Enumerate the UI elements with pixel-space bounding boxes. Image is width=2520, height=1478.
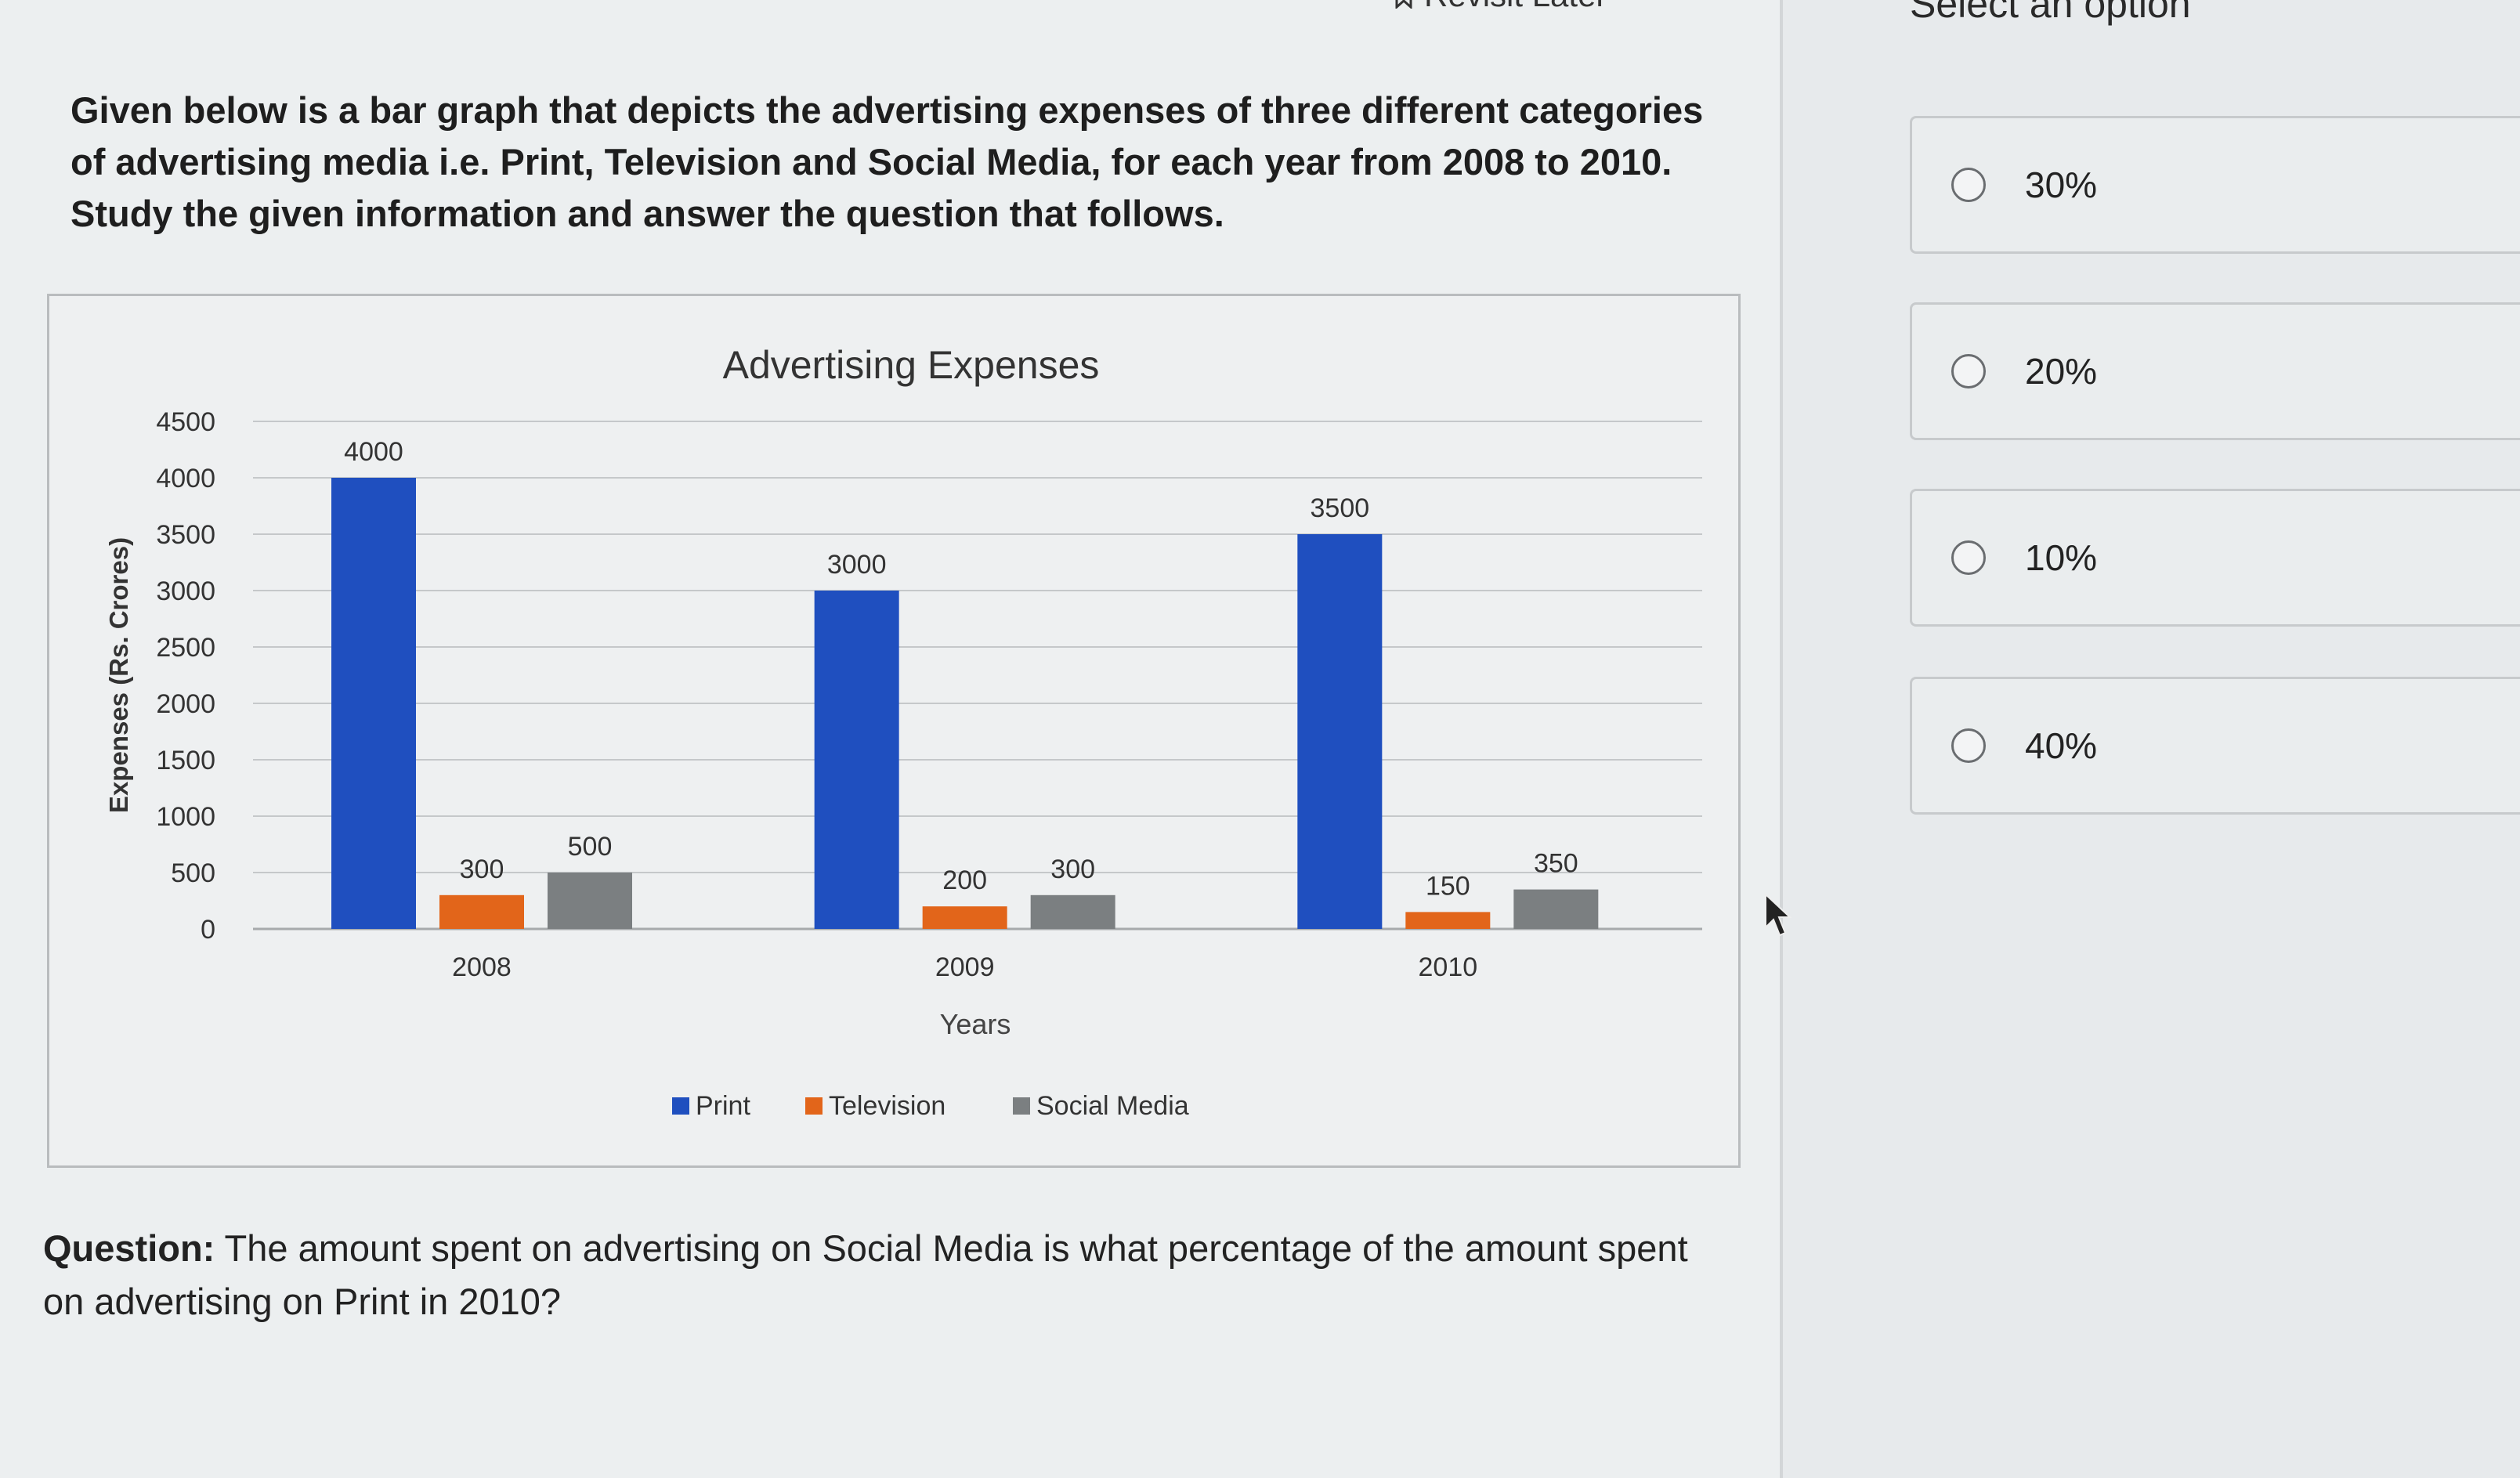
legend-swatch	[672, 1097, 689, 1115]
question-prefix: Question:	[43, 1227, 215, 1269]
y-tick-label: 3000	[156, 576, 215, 606]
x-tick-label: 2010	[1419, 952, 1478, 982]
x-tick-label: 2008	[452, 952, 512, 982]
legend-swatch	[805, 1097, 823, 1115]
bar-print-2008	[331, 478, 416, 929]
y-tick-label: 0	[201, 915, 215, 945]
bar-social-media-2009	[1030, 894, 1115, 929]
bookmark-icon	[1395, 0, 1412, 9]
legend-label: Print	[696, 1091, 750, 1121]
y-tick-label: 4000	[156, 464, 215, 493]
option-40-percent[interactable]: 40%	[1910, 677, 2520, 815]
bar-chart: Advertising Expenses 0 500 1000 1500 2000 2500…	[47, 294, 1741, 1168]
option-20-percent[interactable]: 20%	[1910, 302, 2520, 440]
option-label: 30%	[2025, 164, 2098, 205]
radio-button[interactable]	[1951, 354, 1986, 388]
data-label: 150	[1426, 871, 1470, 901]
data-label: 500	[568, 832, 613, 862]
y-axis-label: Expenses (Rs. Crores)	[104, 537, 133, 813]
data-label: 300	[460, 855, 504, 884]
question-intro: Given below is a bar graph that depicts …	[71, 89, 1704, 234]
y-tick-label: 1500	[156, 746, 215, 775]
radio-button[interactable]	[1951, 168, 1986, 202]
bar-social-media-2008	[548, 873, 632, 929]
bar-print-2010	[1297, 534, 1383, 929]
option-label: 40%	[2025, 725, 2098, 766]
option-label: 20%	[2025, 351, 2098, 392]
y-tick-label: 2000	[156, 689, 215, 719]
x-axis-label: Years	[940, 1008, 1011, 1040]
legend-label: Social Media	[1036, 1091, 1189, 1121]
legend-label: Television	[829, 1091, 945, 1121]
option-30-percent[interactable]: 30%	[1910, 116, 2520, 254]
data-label: 300	[1050, 855, 1095, 884]
data-label: 3000	[827, 550, 887, 580]
radio-button[interactable]	[1951, 540, 1986, 575]
bar-television-2008	[439, 894, 524, 929]
bar-print-2009	[814, 591, 899, 929]
radio-button[interactable]	[1951, 728, 1986, 763]
chart-title: Advertising Expenses	[723, 343, 1100, 387]
select-option-title: Select an option	[1910, 0, 2191, 26]
legend-swatch	[1013, 1097, 1030, 1115]
y-tick-label: 500	[171, 858, 215, 888]
option-10-percent[interactable]: 10%	[1910, 489, 2520, 627]
question-body: The amount spent on advertising on Socia…	[43, 1227, 1688, 1322]
x-tick-label: 2009	[935, 952, 995, 982]
option-label: 10%	[2025, 537, 2098, 578]
revisit-later-label: Revisit Later	[1424, 0, 1607, 14]
data-label: 3500	[1311, 493, 1370, 523]
revisit-later-button[interactable]: Revisit Later	[1394, 0, 1607, 14]
data-label: 200	[942, 865, 987, 895]
data-label: 4000	[344, 437, 403, 467]
y-tick-label: 4500	[156, 407, 215, 437]
bar-social-media-2010	[1513, 889, 1599, 929]
y-tick-label: 1000	[156, 802, 215, 832]
y-tick-label: 3500	[156, 520, 215, 550]
bar-television-2010	[1405, 912, 1491, 929]
data-label: 350	[1534, 849, 1578, 879]
pane-divider	[1780, 0, 1783, 1478]
chart-svg: Advertising Expenses 0 500 1000 1500 2000 2500…	[104, 343, 1702, 1121]
bar-television-2009	[922, 906, 1007, 929]
y-tick-label: 2500	[156, 633, 215, 663]
question-text: Question: The amount spent on advertisin…	[43, 1222, 1727, 1328]
mouse-pointer-icon	[1765, 893, 1792, 937]
